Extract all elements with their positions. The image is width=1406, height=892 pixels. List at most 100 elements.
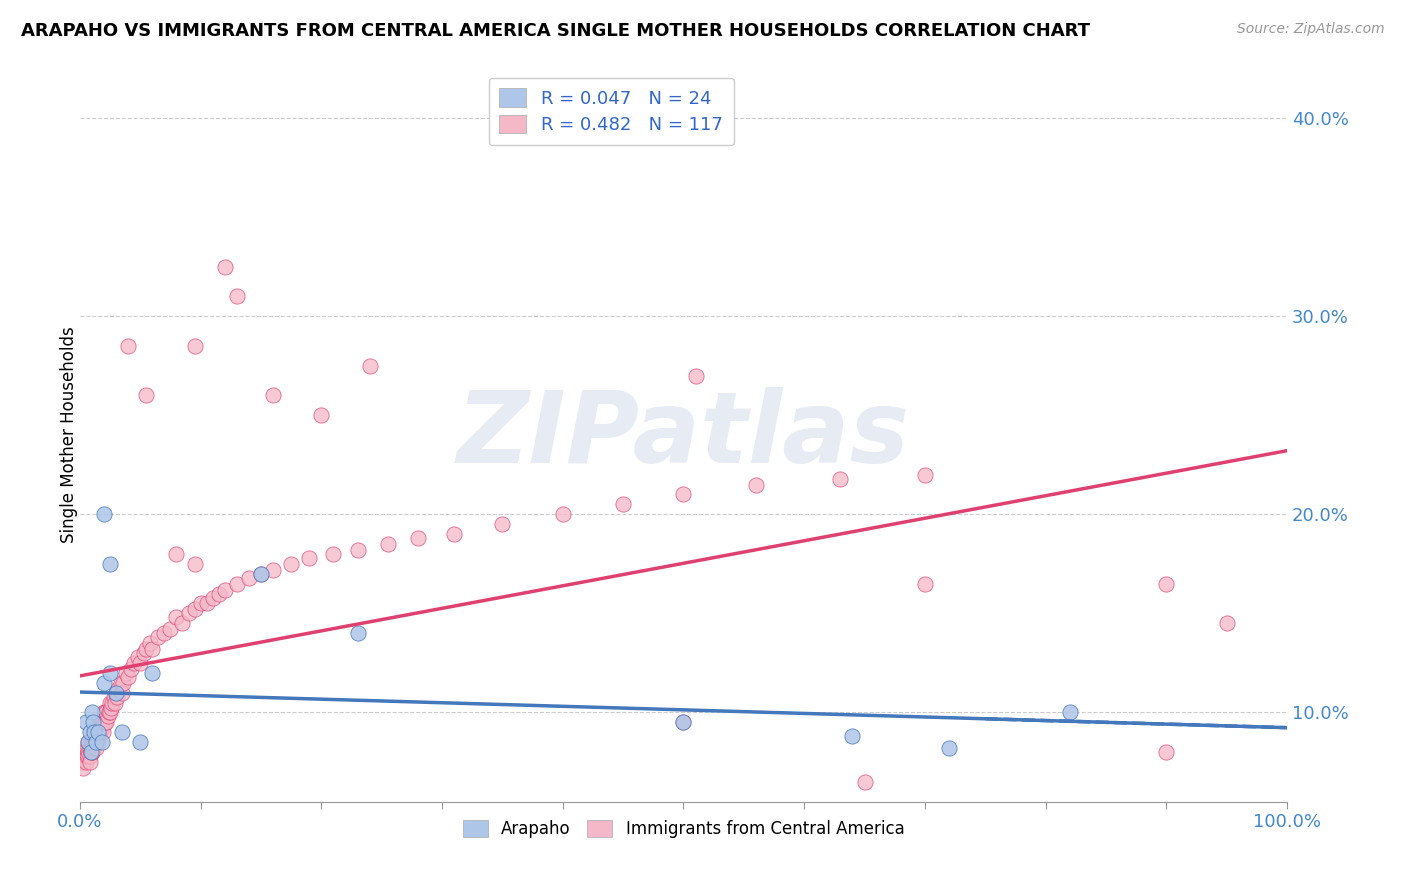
Point bbox=[75, 715, 97, 730]
Point bbox=[86, 729, 108, 743]
Point bbox=[406, 531, 429, 545]
Point bbox=[89, 725, 111, 739]
Point bbox=[103, 690, 125, 704]
Point bbox=[443, 527, 465, 541]
Point bbox=[83, 725, 105, 739]
Point bbox=[98, 706, 121, 720]
Point bbox=[322, 547, 344, 561]
Point bbox=[612, 497, 634, 511]
Point bbox=[914, 467, 936, 482]
Point bbox=[77, 735, 100, 749]
Point bbox=[491, 517, 513, 532]
Point bbox=[1156, 745, 1178, 759]
Point bbox=[280, 557, 302, 571]
Point bbox=[97, 709, 120, 723]
Point bbox=[914, 576, 936, 591]
Point bbox=[105, 685, 128, 699]
Point bbox=[76, 741, 98, 756]
Point bbox=[93, 715, 115, 730]
Point bbox=[129, 656, 152, 670]
Point bbox=[89, 725, 111, 739]
Point bbox=[201, 591, 224, 605]
Point bbox=[1215, 616, 1237, 631]
Point bbox=[148, 630, 170, 644]
Point bbox=[551, 508, 574, 522]
Point bbox=[225, 576, 247, 591]
Point bbox=[117, 670, 139, 684]
Point bbox=[117, 339, 139, 353]
Point bbox=[120, 662, 142, 676]
Point bbox=[105, 690, 128, 704]
Point bbox=[83, 735, 105, 749]
Point bbox=[87, 725, 110, 739]
Point bbox=[75, 745, 97, 759]
Point bbox=[165, 610, 187, 624]
Point bbox=[80, 741, 103, 756]
Point bbox=[80, 745, 103, 759]
Point bbox=[77, 749, 100, 764]
Point bbox=[262, 388, 284, 402]
Text: Source: ZipAtlas.com: Source: ZipAtlas.com bbox=[1237, 22, 1385, 37]
Point bbox=[83, 729, 105, 743]
Point bbox=[87, 729, 110, 743]
Point bbox=[311, 409, 333, 423]
Point bbox=[1059, 706, 1081, 720]
Point bbox=[938, 741, 960, 756]
Point bbox=[208, 586, 231, 600]
Point bbox=[346, 543, 368, 558]
Point bbox=[672, 487, 695, 501]
Point bbox=[110, 675, 132, 690]
Point bbox=[98, 696, 121, 710]
Point bbox=[84, 725, 107, 739]
Point bbox=[177, 607, 200, 621]
Point bbox=[87, 721, 110, 735]
Legend: Arapaho, Immigrants from Central America: Arapaho, Immigrants from Central America bbox=[456, 813, 911, 845]
Point bbox=[214, 582, 236, 597]
Point bbox=[190, 597, 212, 611]
Point bbox=[91, 725, 114, 739]
Point bbox=[129, 735, 152, 749]
Point bbox=[195, 597, 218, 611]
Point bbox=[77, 745, 100, 759]
Point bbox=[127, 649, 149, 664]
Point bbox=[73, 749, 96, 764]
Point bbox=[250, 566, 273, 581]
Point bbox=[359, 359, 381, 373]
Point bbox=[104, 696, 127, 710]
Point bbox=[72, 755, 94, 769]
Point bbox=[141, 642, 163, 657]
Point bbox=[83, 725, 105, 739]
Point bbox=[86, 725, 108, 739]
Point bbox=[107, 681, 129, 696]
Point bbox=[75, 755, 97, 769]
Point bbox=[101, 696, 124, 710]
Point bbox=[87, 735, 110, 749]
Point bbox=[90, 715, 112, 730]
Point bbox=[672, 715, 695, 730]
Point bbox=[139, 636, 162, 650]
Point bbox=[183, 557, 205, 571]
Point bbox=[72, 761, 94, 775]
Point bbox=[165, 547, 187, 561]
Point bbox=[346, 626, 368, 640]
Point bbox=[79, 749, 101, 764]
Point bbox=[96, 715, 118, 730]
Y-axis label: Single Mother Households: Single Mother Households bbox=[60, 326, 77, 543]
Point bbox=[298, 550, 321, 565]
Point bbox=[262, 563, 284, 577]
Point bbox=[80, 706, 103, 720]
Point bbox=[97, 706, 120, 720]
Point bbox=[250, 566, 273, 581]
Point bbox=[685, 368, 707, 383]
Point bbox=[135, 642, 157, 657]
Point bbox=[89, 721, 111, 735]
Point bbox=[77, 735, 100, 749]
Point bbox=[135, 388, 157, 402]
Point bbox=[90, 721, 112, 735]
Point bbox=[84, 741, 107, 756]
Point bbox=[94, 715, 117, 730]
Point bbox=[141, 665, 163, 680]
Point bbox=[183, 339, 205, 353]
Point bbox=[93, 675, 115, 690]
Point bbox=[159, 622, 181, 636]
